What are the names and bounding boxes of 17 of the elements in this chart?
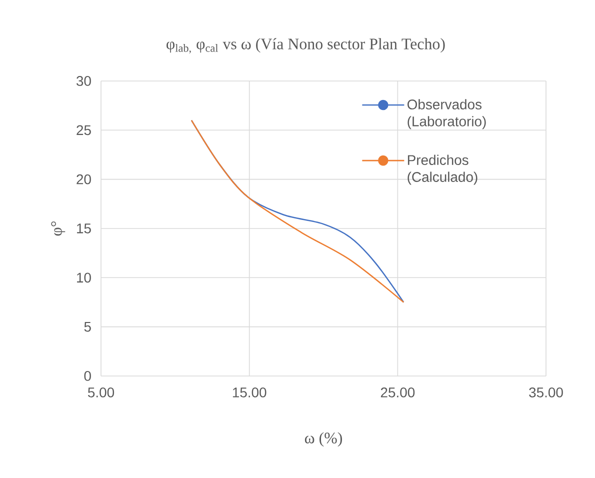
y-tick-label: 5 <box>84 322 91 332</box>
x-tick-label: 25.00 <box>380 387 415 398</box>
y-tick-label: 30 <box>76 76 91 86</box>
legend-label: Observados (Laboratorio) <box>407 99 486 130</box>
y-tick-label: 20 <box>76 174 91 184</box>
legend-label: Predichos (Calculado) <box>408 154 478 185</box>
y-tick-label: 0 <box>84 371 91 381</box>
chart-title: φ$_{lab,}$ φ$_{cal}$ vs ω (Vía Nono sector Plan Techo) <box>166 38 445 54</box>
y-tick-label: 10 <box>77 272 91 283</box>
y-tick-label: 25 <box>76 125 91 136</box>
y-tick-label: 15 <box>77 224 91 234</box>
x-tick-label: 5.00 <box>88 387 114 398</box>
y-axis-title: φ° <box>51 221 66 236</box>
x-tick-label: 15.00 <box>232 387 266 398</box>
x-axis-title: ω (%) <box>304 432 342 447</box>
x-tick-label: 35.00 <box>529 387 563 398</box>
line-series <box>190 120 404 303</box>
